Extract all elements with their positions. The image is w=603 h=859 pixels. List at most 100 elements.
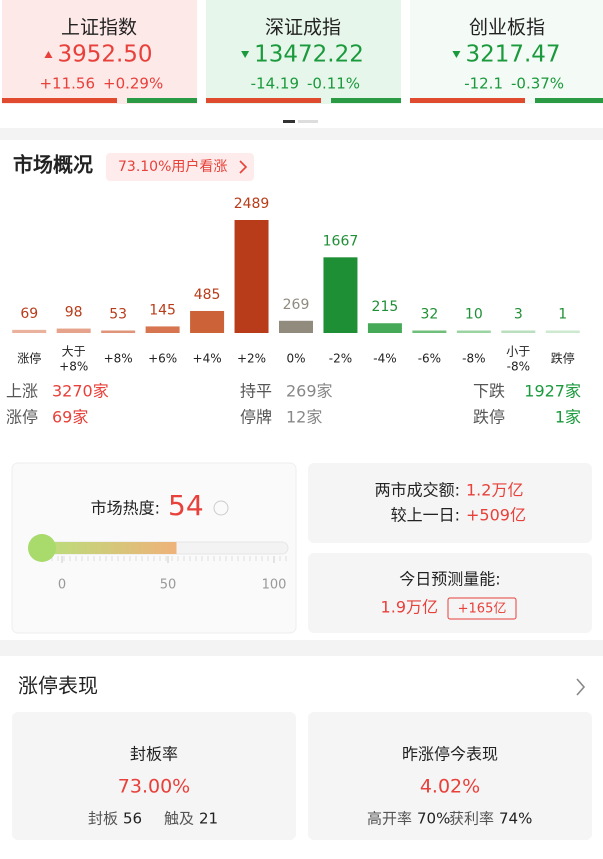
stat-value: 269家 [286,382,333,401]
category-label: -8% [462,352,485,366]
chevron [239,160,248,174]
index-change: +11.56 [39,75,95,93]
category-label: 跌停 [551,351,575,366]
bar [101,330,136,333]
card-title: 封板率 [130,745,178,764]
stripe [535,98,603,103]
index-change: -14.19 [251,75,299,93]
trend-arrow [452,51,461,58]
bar-value: 269 [283,297,310,313]
bar-value: 32 [420,307,438,323]
bar-value: 1667 [323,233,359,249]
card-title: 昨涨停今表现 [402,745,498,764]
bar-value: 215 [372,299,399,315]
bar [545,330,580,333]
index-name: 深证成指 [265,17,341,39]
bar [234,220,269,333]
section-title: 市场概况 [13,153,93,177]
bar-value: 98 [65,305,83,321]
page-dot [283,120,295,123]
stat-label: 上涨 [6,382,38,401]
stat-value: 1家 [555,408,581,427]
stat-label: 下跌 [473,382,505,401]
bar-value: 1 [558,307,567,323]
heat-value: 54 [168,489,204,522]
category-label: 小于 [506,345,530,359]
bar-value: 145 [149,302,176,318]
delta-badge [447,597,517,620]
separator [0,128,603,140]
stat-value: 1927家 [524,382,581,401]
stat-value: 12家 [286,408,322,427]
bar [367,323,402,333]
stripe [127,98,197,103]
stat-label: 持平 [240,382,272,401]
sentiment-badge[interactable] [106,153,254,181]
stripe [331,98,401,103]
sentiment[interactable]: 73.10%用户看涨 [118,158,227,175]
stat-label: 触及 [164,810,194,828]
category-label: +2% [237,352,266,366]
forecast-title: 今日预测量能: [399,570,500,589]
help-icon[interactable] [213,500,229,516]
turnover-label: 两市成交额: [375,481,460,500]
stat-value: 56 [123,810,142,828]
stripe [410,98,525,103]
category-label: -8% [507,360,530,374]
forecast-delta: +165亿 [458,602,507,617]
bar [56,328,91,333]
turnover-label: 较上一日: [391,506,460,525]
category-label: -6% [418,352,441,366]
section-title: 涨停表现 [18,674,98,698]
limit-card [308,712,592,840]
trend-arrow [44,51,53,58]
limit-card [12,712,296,840]
bar [456,330,491,333]
category-label: 涨停 [17,351,41,366]
index-card [2,0,197,104]
stat-value: 3270家 [52,382,109,401]
stat-label: 高开率 [367,810,412,828]
turnover-card [308,463,592,543]
card-value: 73.00% [118,776,190,798]
stat-label: 封板 [88,810,118,828]
bar-value: 3 [514,307,523,323]
bar [190,310,225,333]
tick-label: 100 [262,578,287,593]
category-label: -4% [373,352,396,366]
bar-value: 2489 [234,196,270,212]
bar [145,326,180,333]
bar-value: 10 [465,307,483,323]
stripe [2,98,117,103]
category-label: +6% [148,352,177,366]
category-label: 大于 [62,345,86,359]
index-value: 13472.22 [254,42,364,68]
category-label: 0% [286,352,305,366]
stat-value: 69家 [52,408,88,427]
category-label: -2% [329,352,352,366]
stat-label: 跌停 [473,408,505,427]
category-label: +8% [59,360,88,374]
bar-value: 53 [109,307,127,323]
category-label: +8% [104,352,133,366]
stat-value: 70% [417,810,450,828]
bar [412,330,447,333]
heat-label: 市场热度: [91,499,160,518]
forecast-card [308,553,592,633]
bar [501,330,536,333]
separator [0,640,603,656]
turnover-value: +509亿 [466,506,526,525]
index-name: 创业板指 [469,17,545,39]
forecast-value: 1.9万亿 [381,598,438,617]
heat-fill [42,542,177,554]
chevron[interactable] [576,678,586,696]
index-change: -12.1 [464,75,503,93]
index-name: 上证指数 [61,17,137,39]
trend-arrow [241,51,250,58]
card-value: 4.02% [420,776,480,798]
heat-knob [28,534,56,562]
bar [279,320,313,333]
page-dot [298,120,318,123]
index-value: 3952.50 [57,42,152,68]
